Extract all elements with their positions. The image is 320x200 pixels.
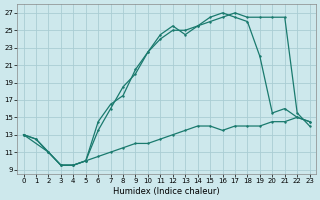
X-axis label: Humidex (Indice chaleur): Humidex (Indice chaleur) [113,187,220,196]
